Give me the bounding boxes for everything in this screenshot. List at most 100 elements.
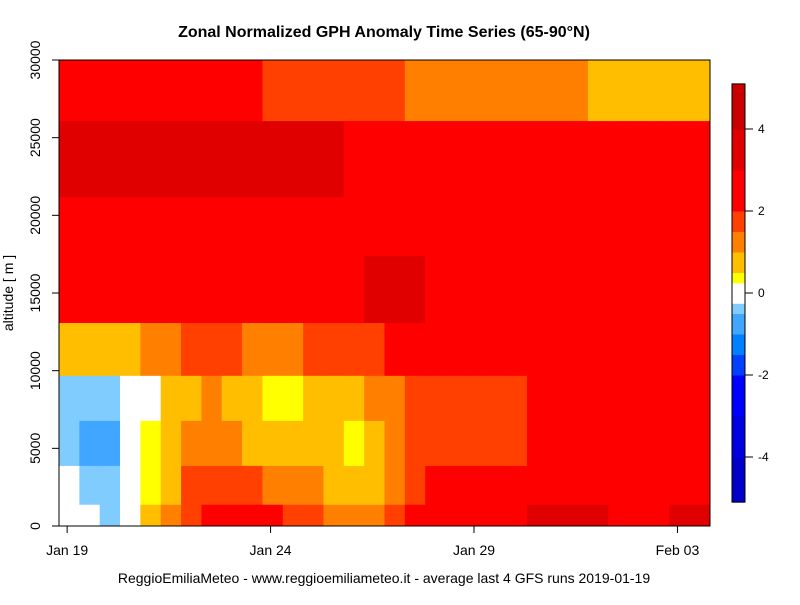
heatmap-cell bbox=[221, 60, 243, 122]
heatmap-cell bbox=[587, 60, 609, 122]
heatmap-cell bbox=[486, 196, 508, 257]
heatmap-cell bbox=[201, 375, 223, 421]
heatmap-cell bbox=[689, 196, 711, 257]
heatmap-cell bbox=[221, 120, 243, 198]
heatmap-cell bbox=[201, 465, 223, 505]
heatmap-cell bbox=[384, 255, 406, 324]
heatmap-cell bbox=[282, 504, 304, 527]
heatmap-cell bbox=[567, 420, 589, 466]
heatmap-cell bbox=[404, 465, 426, 505]
heatmap-cell bbox=[242, 322, 263, 376]
heatmap-cell bbox=[445, 60, 467, 122]
heatmap-cell bbox=[364, 120, 385, 198]
y-tick-label: 20000 bbox=[27, 196, 43, 235]
heatmap-cell bbox=[608, 322, 630, 376]
heatmap-cell bbox=[120, 375, 141, 421]
heatmap-cell bbox=[628, 420, 650, 466]
colorbar-segment bbox=[732, 252, 745, 273]
heatmap-cell bbox=[628, 196, 650, 257]
heatmap-cell bbox=[181, 322, 202, 376]
heatmap-cell bbox=[242, 465, 263, 505]
heatmap-cell bbox=[547, 465, 569, 505]
colorbar-tick-label: -4 bbox=[758, 450, 769, 464]
heatmap-cell bbox=[404, 504, 426, 527]
colorbar-segment bbox=[732, 457, 745, 503]
heatmap-cell bbox=[343, 255, 365, 324]
heatmap-cell bbox=[526, 322, 548, 376]
heatmap-cell bbox=[323, 375, 345, 421]
heatmap-cell bbox=[181, 420, 202, 466]
heatmap-cell bbox=[364, 60, 385, 122]
heatmap-cell bbox=[323, 120, 345, 198]
heatmap-cell bbox=[242, 375, 263, 421]
heatmap-cell bbox=[628, 255, 650, 324]
x-tick-label: Jan 19 bbox=[46, 542, 88, 558]
heatmap-cell bbox=[364, 255, 385, 324]
heatmap-cell bbox=[242, 196, 263, 257]
heatmap-cell bbox=[689, 504, 711, 527]
heatmap-cell bbox=[506, 120, 528, 198]
colorbar-tick-label: 2 bbox=[758, 204, 765, 218]
heatmap-cell bbox=[404, 196, 426, 257]
heatmap-cell bbox=[364, 196, 385, 257]
heatmap-cell bbox=[99, 322, 121, 376]
heatmap-cell bbox=[628, 504, 650, 527]
heatmap-cell bbox=[547, 120, 569, 198]
heatmap-cell bbox=[343, 120, 365, 198]
heatmap-cell bbox=[404, 120, 426, 198]
heatmap-cell bbox=[343, 375, 365, 421]
heatmap-cell bbox=[262, 504, 284, 527]
heatmap-cell bbox=[79, 420, 101, 466]
heatmap-cell bbox=[669, 420, 691, 466]
heatmap-cell bbox=[79, 504, 101, 527]
heatmap-cell bbox=[364, 322, 385, 376]
heatmap-cell bbox=[567, 322, 589, 376]
heatmap-cell bbox=[648, 504, 670, 527]
heatmap-cell bbox=[201, 120, 223, 198]
heatmap-cell bbox=[567, 60, 589, 122]
heatmap-cell bbox=[201, 504, 223, 527]
heatmap-cell bbox=[648, 322, 670, 376]
heatmap-cell bbox=[425, 504, 447, 527]
heatmap-cell bbox=[608, 465, 630, 505]
heatmap-cell bbox=[567, 465, 589, 505]
heatmap-cell bbox=[201, 322, 223, 376]
heatmap-cell bbox=[547, 196, 569, 257]
colorbar-segment bbox=[732, 211, 745, 232]
heatmap-cell bbox=[587, 255, 609, 324]
heatmap-cell bbox=[506, 375, 528, 421]
heatmap-cell bbox=[425, 196, 447, 257]
heatmap-cell bbox=[79, 196, 101, 257]
y-tick-label: 15000 bbox=[27, 273, 43, 312]
heatmap-cell bbox=[201, 420, 223, 466]
heatmap-cell bbox=[364, 420, 385, 466]
heatmap-cell bbox=[689, 420, 711, 466]
heatmap-cell bbox=[628, 465, 650, 505]
heatmap-cell bbox=[608, 255, 630, 324]
heatmap-cell bbox=[221, 255, 243, 324]
heatmap-cell bbox=[343, 504, 365, 527]
heatmap-cell bbox=[181, 465, 202, 505]
heatmap-cell bbox=[404, 255, 426, 324]
heatmap-cell bbox=[99, 504, 121, 527]
colorbar-segment bbox=[732, 170, 745, 212]
heatmap-cell bbox=[648, 60, 670, 122]
heatmap-cell bbox=[303, 120, 324, 198]
heatmap-cell bbox=[323, 196, 345, 257]
heatmap-cell bbox=[59, 322, 80, 376]
heatmap-cell bbox=[221, 196, 243, 257]
heatmap-cell bbox=[140, 255, 162, 324]
heatmap-cell bbox=[160, 504, 182, 527]
heatmap-cell bbox=[648, 255, 670, 324]
heatmap-cell bbox=[425, 120, 447, 198]
heatmap-cell bbox=[242, 504, 263, 527]
colorbar-segment bbox=[732, 416, 745, 458]
heatmap-cell bbox=[201, 255, 223, 324]
colorbar-segment bbox=[732, 272, 745, 284]
heatmap-cell bbox=[262, 375, 284, 421]
heatmap-cell bbox=[506, 504, 528, 527]
heatmap-cell bbox=[608, 420, 630, 466]
heatmap-cell bbox=[303, 255, 324, 324]
heatmap-cell bbox=[59, 196, 80, 257]
heatmap-cell bbox=[526, 196, 548, 257]
